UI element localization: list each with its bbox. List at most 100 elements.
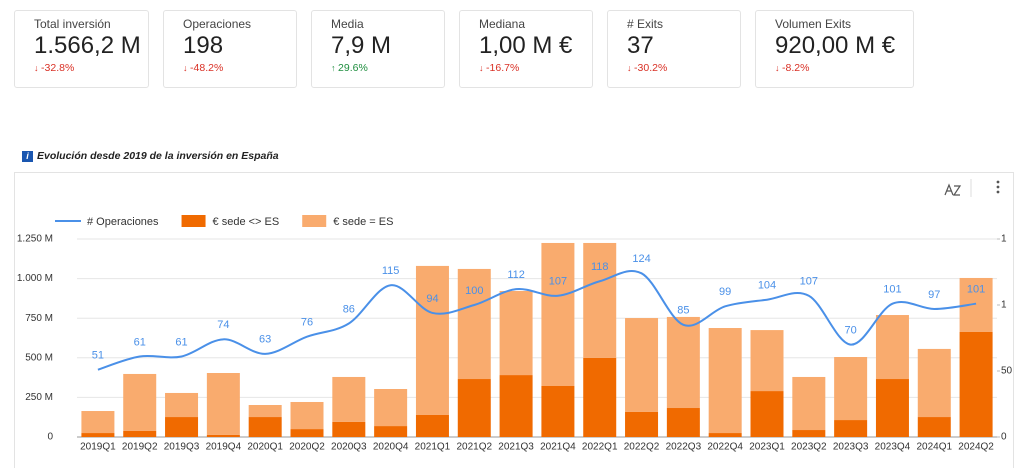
data-label: 107 (800, 276, 818, 288)
x-tick-label: 2024Q1 (916, 442, 952, 453)
x-tick-label: 2022Q1 (582, 442, 618, 453)
kpi-label: Total inversión (34, 17, 111, 31)
x-tick-label: 2021Q2 (456, 442, 492, 453)
chart-panel: 0 250 M 500 M 750 M 1.000 M 1.250 M 0 50 1 1 # Ope… (14, 172, 1014, 468)
kpi-value: 1.566,2 M (34, 32, 141, 59)
data-label: 94 (426, 293, 438, 305)
data-label: 99 (719, 286, 731, 298)
data-label: 100 (465, 285, 483, 297)
data-label: 101 (883, 284, 901, 296)
kpi-value: 7,9 M (331, 32, 392, 59)
kpi-delta: ↓ -48.2% (183, 62, 296, 74)
trend-arrow: ↓ (34, 63, 42, 73)
kpi-card: Operaciones 198 ↓ -48.2% (163, 10, 297, 88)
trend-arrow: ↑ (331, 63, 339, 73)
kpi-delta-text: 29.6% (338, 62, 368, 74)
data-label: 63 (259, 334, 271, 346)
bar (165, 417, 199, 437)
bar (81, 433, 115, 437)
data-label: 118 (591, 261, 609, 273)
kpi-card: # Exits 37 ↓ -30.2% (607, 10, 741, 88)
bar (834, 420, 868, 437)
x-tick-label: 2023Q2 (791, 442, 827, 453)
bar (792, 430, 826, 437)
bar (666, 316, 700, 409)
trend-arrow: ↓ (627, 63, 635, 73)
bar (206, 434, 240, 437)
legend-label: € sede <> ES (213, 216, 280, 228)
data-label: 101 (967, 284, 985, 296)
kpi-label: Operaciones (183, 17, 252, 31)
data-label: 97 (928, 289, 940, 301)
data-label: 74 (217, 319, 229, 331)
y2-tick-label: 0 (1001, 432, 1007, 443)
bar (81, 411, 115, 434)
bar (499, 375, 533, 437)
bar (165, 392, 199, 418)
bar (415, 414, 449, 437)
x-tick-label: 2020Q3 (331, 442, 367, 453)
bar (917, 348, 951, 418)
bar (248, 405, 282, 418)
kpi-value: 37 (627, 32, 654, 59)
data-label: 115 (382, 265, 400, 277)
trend-arrow: ↓ (775, 63, 783, 73)
bar (959, 331, 993, 437)
bar (708, 328, 742, 434)
bar (750, 391, 784, 437)
bar (917, 417, 951, 437)
trend-arrow: ↓ (183, 63, 191, 73)
bar (374, 389, 408, 427)
bar (457, 379, 491, 437)
data-label: 61 (175, 336, 187, 348)
bar (374, 426, 408, 437)
bar (583, 242, 617, 358)
y-tick-label: 1.250 M (17, 234, 53, 245)
bar (625, 318, 659, 412)
kpi-delta-text: -32.8% (41, 62, 75, 74)
bar (583, 357, 617, 437)
bar (332, 376, 366, 422)
kpi-label: # Exits (627, 17, 664, 31)
y-tick-label: 1.000 M (17, 273, 53, 284)
info-icon[interactable]: i (22, 150, 33, 162)
bar (625, 411, 659, 437)
bar (708, 433, 742, 437)
x-tick-label: 2019Q2 (122, 442, 158, 453)
x-tick-label: 2021Q4 (540, 442, 576, 453)
kpi-delta: ↓ -8.2% (775, 62, 913, 74)
y-tick-label: 250 M (25, 392, 53, 403)
data-label: 112 (507, 269, 525, 281)
x-tick-label: 2021Q3 (498, 442, 534, 453)
bar (499, 290, 533, 376)
y2-tick-label: 50 (1001, 366, 1013, 377)
x-tick-label: 2023Q3 (833, 442, 869, 453)
bar (875, 315, 909, 380)
kpi-delta-text: -30.2% (634, 62, 668, 74)
kpi-delta-text: -16.7% (486, 62, 520, 74)
kpi-card: Media 7,9 M ↑ 29.6% (311, 10, 445, 88)
kpi-card: Total inversión 1.566,2 M ↓ -32.8% (14, 10, 149, 88)
x-tick-label: 2024Q2 (958, 442, 994, 453)
kpi-label: Volumen Exits (775, 17, 852, 31)
kpi-value: 198 (183, 32, 224, 59)
line (97, 269, 977, 371)
x-tick-label: 2022Q4 (707, 442, 743, 453)
chart-header: i Evolución desde 2019 de la inversión en… (22, 150, 279, 162)
data-label: 107 (549, 276, 567, 288)
data-label: 86 (343, 303, 355, 315)
bar (248, 417, 282, 437)
menu-icon[interactable] (996, 180, 1000, 194)
chart: 0 250 M 500 M 750 M 1.000 M 1.250 M 0 50 1 1 # Ope… (17, 179, 1013, 453)
data-label: 124 (632, 253, 650, 265)
kpi-delta: ↓ -30.2% (627, 62, 740, 74)
x-tick-label: 2021Q1 (415, 442, 451, 453)
kpi-card: Volumen Exits 920,00 M € ↓ -8.2% (755, 10, 914, 88)
y-tick-label: 500 M (25, 352, 53, 363)
bar (123, 430, 157, 437)
bar (206, 373, 240, 435)
sort-icon[interactable] (944, 183, 962, 196)
y-tick-label: 0 (47, 432, 53, 443)
x-tick-label: 2022Q3 (666, 442, 702, 453)
